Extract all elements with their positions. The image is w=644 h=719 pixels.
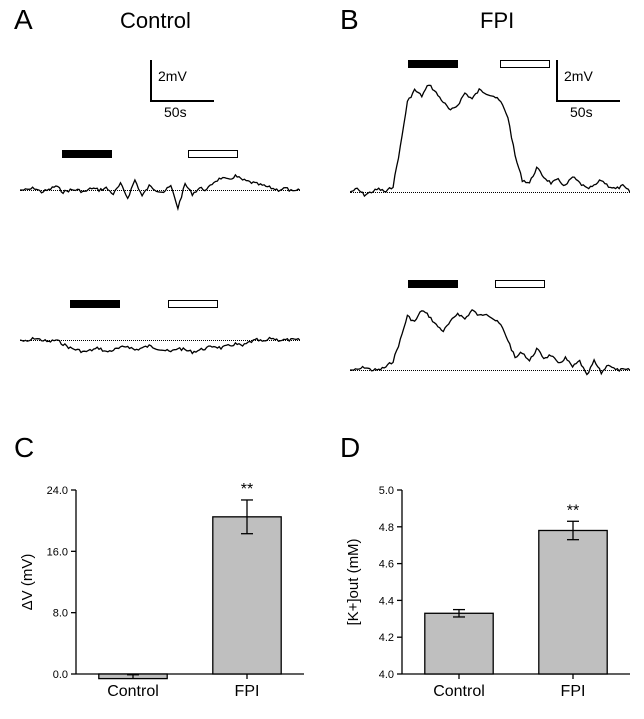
svg-text:4.8: 4.8: [379, 522, 394, 534]
svg-text:4.4: 4.4: [379, 595, 394, 607]
svg-text:[K+]out (mM): [K+]out (mM): [345, 538, 362, 625]
scalebar-a-ylabel: 2mV: [158, 68, 187, 84]
voltage-trace-b-top: [350, 60, 630, 220]
panel-label-a: A: [14, 4, 33, 36]
panel-label-b: B: [340, 4, 359, 36]
svg-text:8.0: 8.0: [53, 608, 68, 620]
svg-text:0.0: 0.0: [53, 669, 68, 681]
svg-text:Control: Control: [107, 683, 159, 700]
panel-title-fpi: FPI: [480, 8, 514, 34]
svg-text:4.2: 4.2: [379, 632, 394, 644]
svg-text:**: **: [567, 502, 579, 519]
scalebar-a-xlabel: 50s: [164, 104, 187, 120]
svg-text:4.6: 4.6: [379, 559, 394, 571]
svg-text:FPI: FPI: [561, 683, 586, 700]
voltage-trace-a-top: [20, 150, 300, 240]
svg-text:**: **: [241, 481, 253, 498]
trace-b-bottom: [350, 280, 630, 400]
trace-b-top: [350, 60, 630, 220]
bar-chart-k-out: 4.0 4.2 4.4 4.6 4.8 5.0 [K+]out (mM) Control FPI…: [340, 470, 640, 710]
svg-text:5.0: 5.0: [379, 485, 394, 497]
voltage-trace-b-bottom: [350, 280, 630, 400]
trace-a-top: [20, 150, 300, 240]
panel-title-control: Control: [120, 8, 191, 34]
svg-text:ΔV (mV): ΔV (mV): [19, 554, 36, 611]
svg-text:4.0: 4.0: [379, 669, 394, 681]
voltage-trace-a-bottom: [20, 300, 300, 390]
trace-a-bottom: [20, 300, 300, 390]
panel-label-d: D: [340, 432, 360, 464]
bar-chart-delta-v: 0.0 8.0 16.0 24.0 ΔV (mV) Control FPI **: [14, 470, 314, 710]
svg-text:Control: Control: [433, 683, 485, 700]
svg-text:24.0: 24.0: [47, 485, 68, 497]
svg-text:FPI: FPI: [235, 683, 260, 700]
panel-label-c: C: [14, 432, 34, 464]
scalebar-a: 2mV 50s: [150, 60, 240, 120]
svg-text:16.0: 16.0: [47, 546, 68, 558]
